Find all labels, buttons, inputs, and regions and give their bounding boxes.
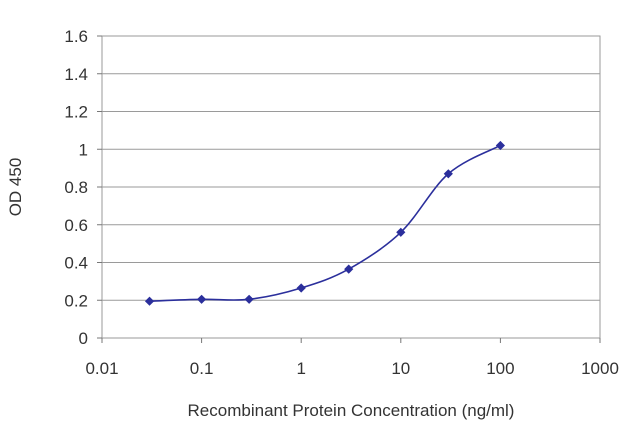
series-line (149, 144, 501, 302)
x-tick-label: 1 (296, 359, 305, 378)
data-series (144, 140, 505, 306)
x-axis-title: Recombinant Protein Concentration (ng/ml… (188, 401, 515, 420)
x-tick-label: 10 (391, 359, 410, 378)
y-tick-label: 1 (79, 140, 88, 159)
y-tick-label: 0.2 (64, 291, 88, 310)
data-point-marker (344, 264, 354, 274)
data-point-marker (296, 283, 306, 293)
x-tick-label: 0.1 (190, 359, 214, 378)
data-point-marker (144, 296, 155, 306)
y-tick-label: 0.8 (64, 178, 88, 197)
y-axis-ticks: 0 0.2 0.4 0.6 0.8 1 1.2 1.4 1.6 (64, 27, 102, 348)
y-tick-label: 1.4 (64, 65, 88, 84)
x-tick-label: 0.01 (85, 359, 118, 378)
y-tick-label: 1.6 (64, 27, 88, 46)
x-tick-label: 100 (486, 359, 514, 378)
data-point-marker (197, 294, 207, 304)
data-point-marker (443, 169, 453, 179)
y-axis-title: OD 450 (6, 158, 25, 217)
y-tick-label: 0.4 (64, 254, 88, 273)
x-tick-label: 1000 (581, 359, 619, 378)
y-tick-label: 0 (79, 329, 88, 348)
data-point-marker (495, 140, 505, 151)
data-point-marker (396, 227, 406, 237)
y-tick-label: 0.6 (64, 216, 88, 235)
data-point-marker (244, 294, 254, 304)
y-tick-label: 1.2 (64, 103, 88, 122)
x-axis-ticks: 0.01 0.1 1 10 100 1000 (85, 338, 619, 378)
grid-lines (102, 73, 600, 301)
